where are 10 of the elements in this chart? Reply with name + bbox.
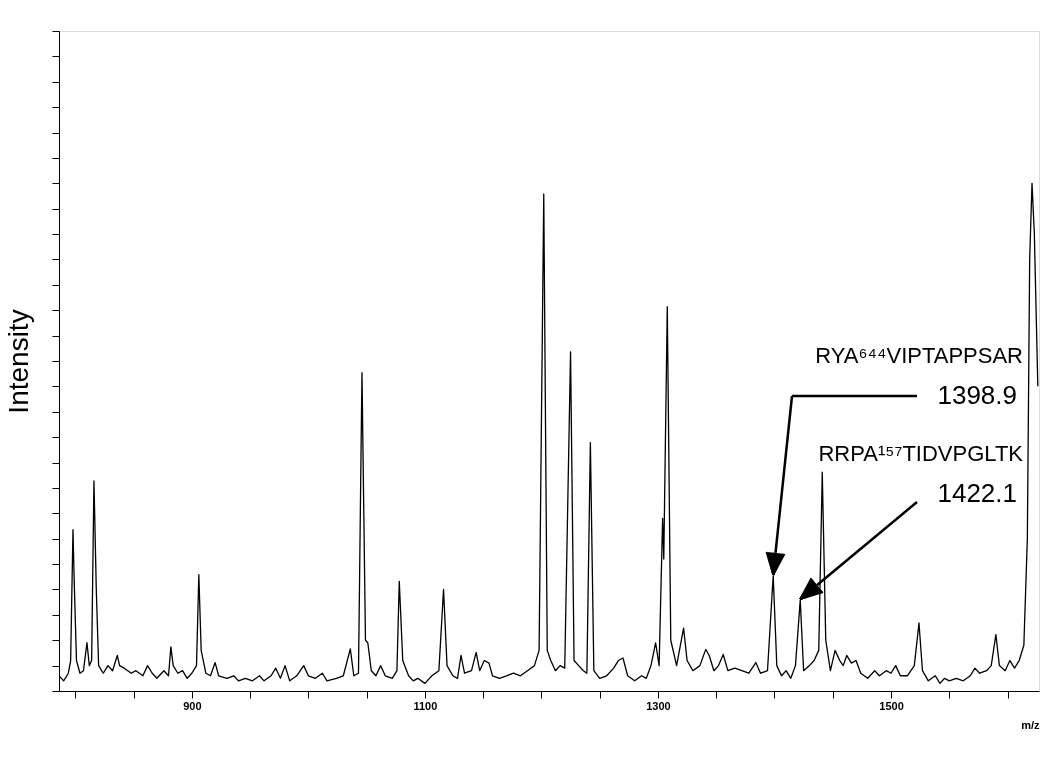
x-tick-label: 1100 bbox=[413, 699, 438, 712]
annotation: RRPA¹⁵⁷TIDVPGLTK bbox=[818, 441, 1024, 466]
x-tick-label: 1300 bbox=[646, 699, 671, 712]
annotation: 1398.9 bbox=[937, 380, 1017, 410]
x-tick-label: 900 bbox=[183, 699, 202, 712]
annotation: 1422.1 bbox=[937, 478, 1017, 508]
x-tick-label: 1500 bbox=[879, 699, 904, 712]
y-axis-title: Intensity bbox=[3, 309, 34, 414]
annotation: RYA⁶⁴⁴VIPTAPPSAR bbox=[815, 343, 1023, 368]
x-axis-title: m/z bbox=[1021, 718, 1040, 731]
